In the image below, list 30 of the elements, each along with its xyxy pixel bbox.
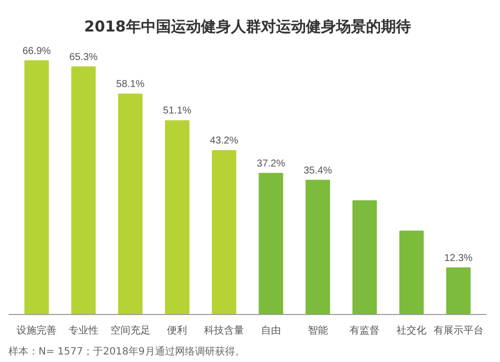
bar <box>24 60 49 314</box>
bar <box>118 94 143 314</box>
text: 样本：N= 1577；于2018年9月通过网络调研获得。 <box>8 346 245 358</box>
x-tick-label: 有展示平台 <box>433 324 484 336</box>
x-tick-label: 设施完善 <box>16 324 57 336</box>
bar <box>446 267 471 314</box>
data-label: 51.1% <box>163 106 192 117</box>
bar <box>352 200 377 314</box>
data-label: 66.9% <box>22 46 51 57</box>
bar <box>71 66 96 314</box>
x-tick-label: 自由 <box>260 324 281 336</box>
chart-title: 2018年中国运动健身人群对运动健身场景的期待 <box>84 18 411 36</box>
bar <box>399 230 424 314</box>
bar <box>258 172 284 314</box>
x-tick-label: 有监督 <box>350 324 380 336</box>
x-tick-label: 智能 <box>308 324 328 336</box>
data-label: 58.1% <box>116 79 145 90</box>
data-label: 12.3% <box>444 252 473 264</box>
x-tick-label: 便利 <box>167 324 188 336</box>
data-label: 43.2% <box>210 136 238 147</box>
bar <box>212 150 236 314</box>
data-label: 35.4% <box>304 165 332 176</box>
x-tick-label: 专业性 <box>68 324 98 336</box>
x-tick-label: 空间充足 <box>110 324 150 336</box>
data-label: 37.2% <box>256 158 286 170</box>
x-tick-label: 社交化 <box>396 324 427 336</box>
x-tick-label: 科技含量 <box>204 324 244 336</box>
data-label: 65.3% <box>69 52 98 63</box>
bar <box>164 120 190 314</box>
bar <box>306 180 330 314</box>
